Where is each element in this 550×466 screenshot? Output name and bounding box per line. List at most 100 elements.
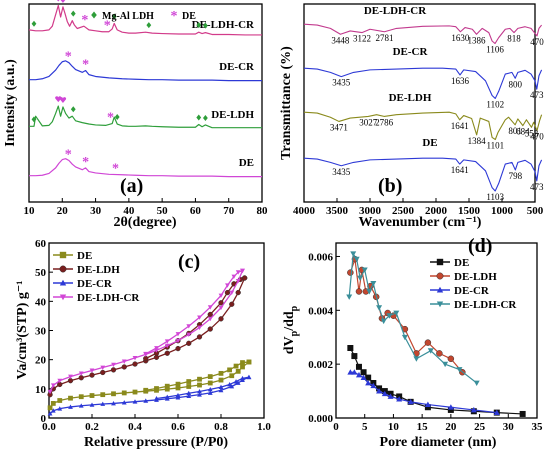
panel-b-x-tick-label: 3000 [359, 205, 382, 217]
panel-c-data-point [132, 389, 138, 395]
panel-c-data-point [175, 332, 181, 337]
panel-b-peak-label: 1106 [486, 45, 504, 55]
panel-c-data-point [218, 316, 224, 322]
panel-c-legend-marker [59, 279, 67, 286]
panel-a-x-tick-label: 60 [190, 205, 202, 217]
panel-c-data-point [218, 387, 224, 393]
panel-d-data-point [360, 374, 367, 381]
panel-c-data-point [175, 345, 181, 352]
panel-c-data-point [154, 396, 159, 401]
panel-c-data-point [164, 350, 170, 356]
panel-c-series-de-ldh-desorption-line [145, 277, 245, 360]
panel-c-legend-marker [59, 251, 67, 259]
panel-c-data-point [57, 378, 63, 384]
panel-c-data-point [143, 355, 149, 362]
panel-b-peak-label: 3435 [332, 78, 351, 88]
panel-c-data-point [218, 370, 224, 376]
panel-c-data-point [186, 393, 192, 399]
panel-c-legend-label: DE-CR [77, 278, 113, 290]
panel-a-x-tick-label: 70 [223, 205, 235, 217]
panel-b-peak-label: 1386 [468, 35, 487, 45]
panel-d-data-point [447, 406, 454, 413]
panel-c-x-tick-label: 0.8 [214, 421, 228, 433]
panel-c-legend-marker [59, 294, 67, 301]
panel-c-data-point [207, 380, 213, 386]
panel-c-data-point [233, 379, 239, 384]
panel-c-y-tick-label: 30 [35, 326, 47, 338]
panel-c-data-point [78, 375, 84, 381]
panel-b-series-de-ldh-line [303, 111, 543, 141]
panel-d-data-point [519, 410, 526, 417]
panel-c-data-point [207, 387, 213, 392]
panel-d-data-point [355, 371, 362, 378]
panel-c-data-point [175, 385, 181, 391]
panel-b-peak-label: 798 [509, 171, 523, 181]
panel-c-data-point [229, 301, 235, 307]
panel-c-data-point [235, 270, 241, 275]
panel-c-data-point [78, 394, 84, 400]
panel-d-data-point [370, 382, 377, 389]
panel-c-data-point [235, 380, 241, 385]
panel-b-series-de-cr-line [303, 67, 543, 99]
panel-b-peak-label: 473 [530, 182, 544, 192]
panel-d-data-point [427, 348, 434, 354]
panel-d-x-tick-label: 15 [417, 421, 429, 433]
panel-d-data-point [380, 318, 387, 325]
panel-a-legend-label: Mg-Al LDH [102, 11, 154, 22]
panel-c-data-point [240, 268, 245, 274]
panel-c-data-point [240, 364, 245, 370]
panel-c-data-point [143, 387, 149, 393]
panel-d-data-point [424, 339, 432, 346]
panel-d-data-point [366, 289, 373, 295]
panel-c-y-axis-title: Va/cm³(STP) g⁻¹ [15, 281, 30, 380]
panel-a-x-tick-label: 20 [57, 205, 69, 217]
panel-c-data-point [89, 393, 95, 398]
panel-d-data-point [347, 345, 354, 351]
panel-c-data-point [121, 364, 127, 370]
panel-c-data-point [68, 404, 73, 409]
panel-a-series-label: DE-LDH-CR [192, 19, 255, 31]
panel-c-data-point [154, 346, 159, 351]
panel-b-peak-label: 1630 [451, 33, 470, 43]
panel-c-data-point [235, 368, 241, 374]
panel-a-peak-marker [31, 116, 37, 123]
panel-c-x-tick-label: 0.6 [171, 421, 185, 433]
panel-b-peak-label: 1641 [451, 121, 469, 131]
panel-d-y-axis-title-part: /dd [282, 311, 297, 332]
panel-c-y-tick-label: 50 [35, 267, 47, 279]
panel-d-x-axis-title: Pore diameter (nm) [380, 435, 497, 450]
panel-c-data-point [67, 378, 74, 384]
panel-c-data-point [143, 351, 149, 357]
panel-c-data-point [121, 400, 127, 405]
panel-c-data-point [100, 401, 106, 406]
panel-c-x-axis-title: Relative pressure (P/P0) [84, 435, 228, 450]
panel-c-data-point [246, 359, 252, 365]
panel-a-peak-marker [70, 10, 76, 17]
panel-a-peak-marker: * [65, 148, 72, 163]
panel-c-data-point [229, 373, 235, 379]
panel-c-data-point [246, 374, 252, 380]
panel-d-data-point [376, 305, 383, 311]
panel-a-series-de-ldh-line [29, 105, 262, 129]
panel-d-legend-marker [436, 272, 444, 280]
panel-d-legend-label: DE-CR [454, 285, 490, 297]
panel-c-series-de-cr-adsorption-line [49, 376, 250, 415]
panel-b-peak-label: 818 [507, 34, 521, 44]
panel-a-peak-marker [146, 22, 152, 29]
panel-d-data-point [493, 409, 500, 416]
panel-c-data-point [100, 365, 106, 370]
panel-a-x-tick-label: 40 [123, 205, 135, 217]
panel-d-data-point [424, 401, 431, 407]
panel-d-data-point [357, 275, 364, 281]
panel-d-data-point [347, 269, 354, 276]
panel-b-x-axis-title: Wavenumber (cm⁻¹) [359, 215, 482, 230]
panel-c-data-point [233, 363, 239, 369]
panel-c-data-point [89, 372, 95, 378]
panel-d-data-point [447, 355, 455, 363]
panel-c-data-point [132, 399, 138, 404]
panel-c-data-point [235, 278, 241, 284]
panel-d-data-point [393, 310, 400, 316]
panel-b-x-tick-label: 2000 [425, 205, 448, 217]
panel-c-data-point [132, 355, 138, 361]
panel-d-data-point [351, 353, 358, 360]
